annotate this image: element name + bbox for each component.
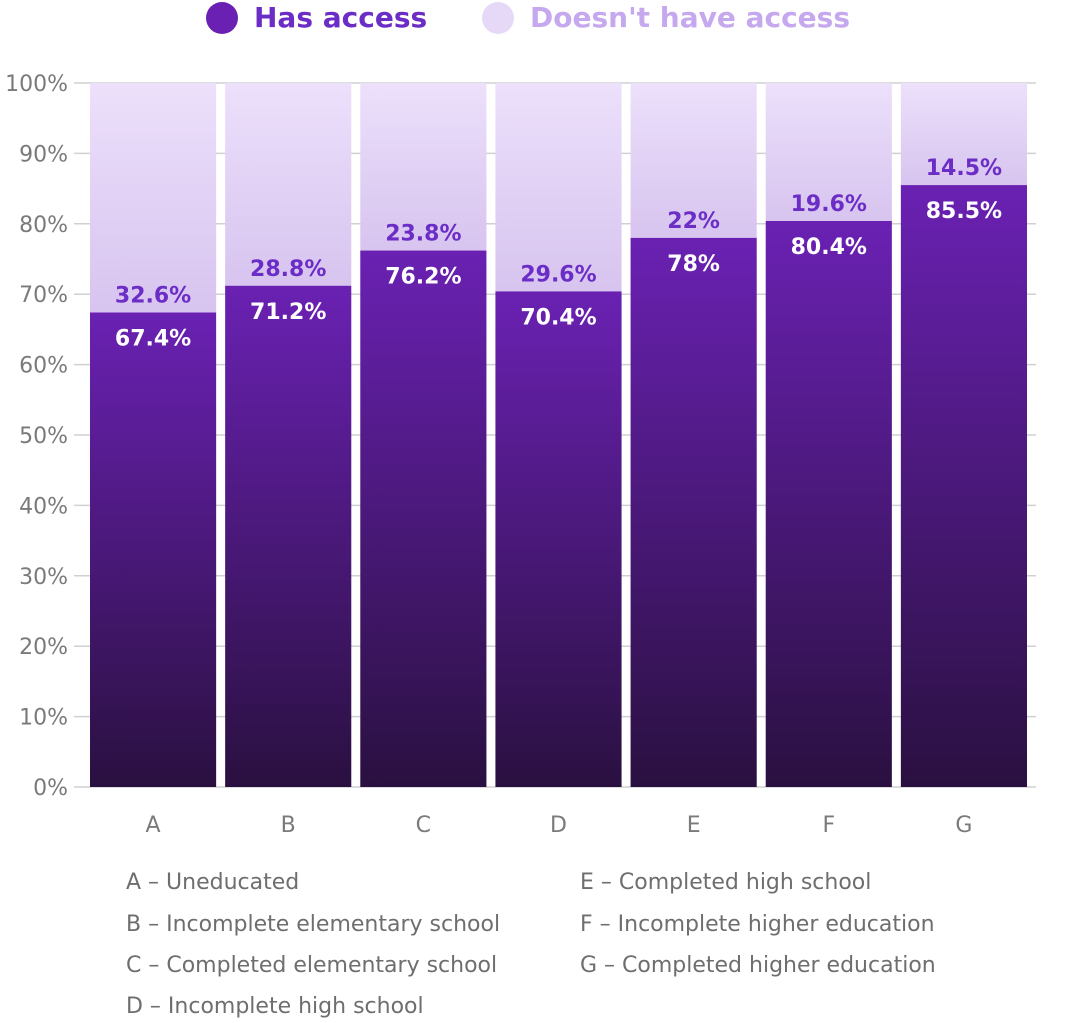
y-tick-label: 40% [19,494,68,519]
bar-no-access-C [360,83,487,251]
y-tick-label: 30% [19,565,68,590]
x-tick-label-E: E [687,813,701,838]
bar-has-access-C [360,250,487,787]
bar-has-access-F [765,220,892,787]
x-tick-label-C: C [416,813,431,838]
y-axis-ticks: 0% 10% 20% 30% 40% 50% 60% 70% 80% 90% 100% [5,72,68,801]
x-axis-ticks: A B C D E F G [146,813,973,838]
bar-no-access-A [90,83,217,313]
y-tick-label: 70% [19,283,68,308]
data-label-no-access-E: 22% [667,209,720,234]
bar-no-access-F [765,83,892,221]
data-label-has-access-D: 70.4% [520,305,596,330]
bar-no-access-G [900,83,1027,186]
data-label-no-access-F: 19.6% [791,192,867,217]
key-item-f: F – Incomplete higher education [580,912,935,937]
bar-has-access-B [225,285,352,787]
data-label-no-access-A: 32.6% [115,284,191,309]
stacked-bar-chart: 0% 10% 20% 30% 40% 50% 60% 70% 80% 90% 100% 32.6% 6… [5,72,1036,838]
y-tick-label: 20% [19,635,68,660]
bar-has-access-A [90,312,217,787]
key-item-b: B – Incomplete elementary school [126,912,501,937]
bar-has-access-D [495,291,622,787]
x-tick-label-D: D [550,813,567,838]
bar-no-access-B [225,83,352,286]
legend-item-has-access: Has access [206,2,427,34]
y-tick-label: 100% [5,72,68,97]
x-tick-label-B: B [281,813,296,838]
legend-item-no-access: Doesn't have access [482,2,850,34]
y-tick-label: 90% [19,142,68,167]
data-label-no-access-C: 23.8% [385,222,461,247]
data-label-no-access-G: 14.5% [926,156,1002,181]
key-item-c: C – Completed elementary school [126,953,498,978]
x-tick-label-A: A [146,813,161,838]
y-tick-label: 50% [19,424,68,449]
bar-has-access-E [630,237,757,787]
data-label-no-access-D: 29.6% [520,262,596,287]
data-label-no-access-B: 28.8% [250,257,326,282]
data-label-has-access-G: 85.5% [926,199,1002,224]
key-item-g: G – Completed higher education [580,953,936,978]
legend-swatch-has-access [206,2,238,34]
data-label-has-access-A: 67.4% [115,327,191,352]
x-tick-label-G: G [955,813,972,838]
legend: Has access Doesn't have access [0,0,1065,40]
y-tick-label: 0% [33,776,68,801]
legend-label-no-access: Doesn't have access [530,1,851,34]
y-tick-label: 10% [19,706,68,731]
y-tick-label: 60% [19,354,68,379]
data-label-has-access-C: 76.2% [385,265,461,290]
legend-swatch-no-access [482,2,514,34]
x-tick-label-F: F [822,813,835,838]
data-label-has-access-B: 71.2% [250,300,326,325]
data-label-has-access-F: 80.4% [791,235,867,260]
key-item-e: E – Completed high school [580,870,872,895]
bars: 32.6% 67.4% 28.8% 71.2% 23.8% 76.2% 29.6% 70.4%… [90,83,1027,787]
bar-no-access-D [495,83,622,292]
y-tick-label: 80% [19,213,68,238]
key-item-a: A – Uneducated [126,870,300,895]
bar-no-access-E [630,83,757,238]
bar-has-access-G [900,185,1027,787]
legend-label-has-access: Has access [254,1,428,34]
data-label-has-access-E: 78% [667,252,720,277]
key-item-d: D – Incomplete high school [126,994,424,1019]
